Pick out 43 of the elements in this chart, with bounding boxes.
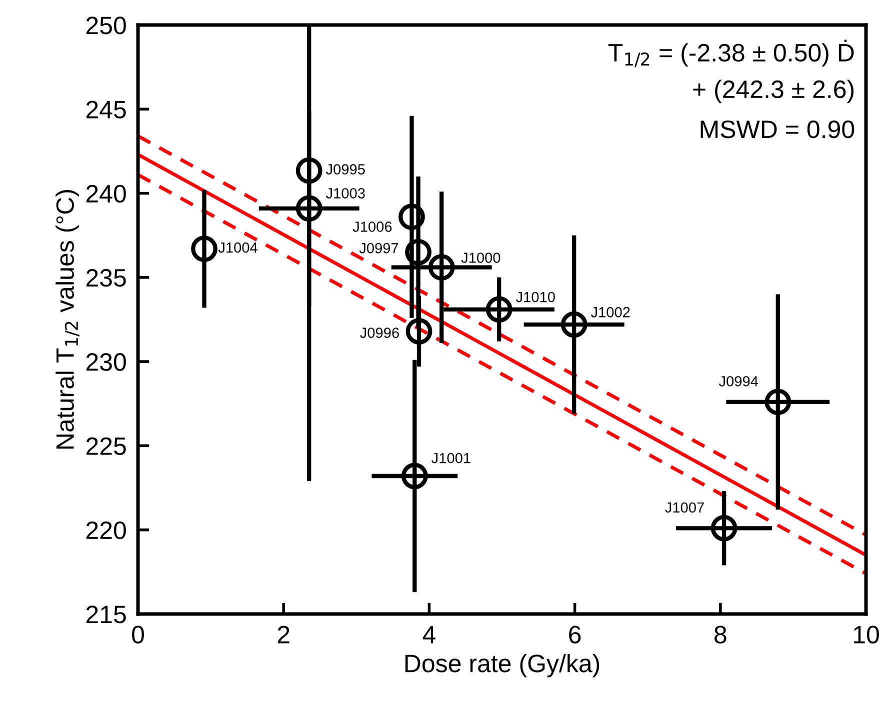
annotation: J1003 xyxy=(326,188,365,198)
point xyxy=(428,254,455,281)
annotation: J1001 xyxy=(432,452,470,464)
point xyxy=(296,195,322,222)
y-axis-title: Natural T$_{1/2}$ values (°C) xyxy=(56,190,80,449)
annotation: J1006 xyxy=(352,222,392,232)
point xyxy=(191,236,218,262)
point xyxy=(406,318,432,344)
x-tick-label: 6 xyxy=(569,626,581,644)
point xyxy=(764,388,792,416)
annotation: J1010 xyxy=(516,292,555,302)
annotation: J1004 xyxy=(218,242,258,253)
y-tick-label: 230 xyxy=(86,353,126,371)
annotation: J0997 xyxy=(359,242,398,254)
annotation: J1002 xyxy=(590,307,630,318)
point xyxy=(398,204,425,230)
point xyxy=(296,157,322,184)
y-tick-label: 240 xyxy=(86,184,126,203)
annotation: T$_{1/2}$ = (-2.38 ± 0.50) Ḋ xyxy=(608,40,854,68)
point xyxy=(710,514,738,542)
annotation: J1000 xyxy=(461,252,500,263)
x-tick-label: 0 xyxy=(132,626,144,644)
y-tick-label: 220 xyxy=(86,521,126,540)
annotation: J0996 xyxy=(360,328,399,338)
y-tick-label: 215 xyxy=(86,606,126,624)
y-tick-label: 235 xyxy=(86,269,126,287)
point xyxy=(560,311,588,338)
annotation: J0994 xyxy=(718,376,758,386)
x-tick-label: 8 xyxy=(714,626,726,644)
x-tick-label: 10 xyxy=(854,626,879,644)
y-tick-label: 225 xyxy=(86,437,126,456)
y-tick-label: 245 xyxy=(86,100,126,118)
y-tick-label: 250 xyxy=(86,16,126,34)
annotation: MSWD = 0.90 xyxy=(700,120,854,138)
annotation: J1007 xyxy=(665,502,704,513)
annotation: + (242.3 ± 2.6) xyxy=(693,80,854,104)
x-tick-label: 4 xyxy=(422,626,436,644)
annotation: J0995 xyxy=(326,164,365,174)
point xyxy=(401,462,428,490)
point xyxy=(405,238,432,266)
point xyxy=(486,296,512,323)
x-axis-title: Dose rate (Gy/ka) xyxy=(405,654,600,678)
x-tick-label: 2 xyxy=(278,626,290,644)
